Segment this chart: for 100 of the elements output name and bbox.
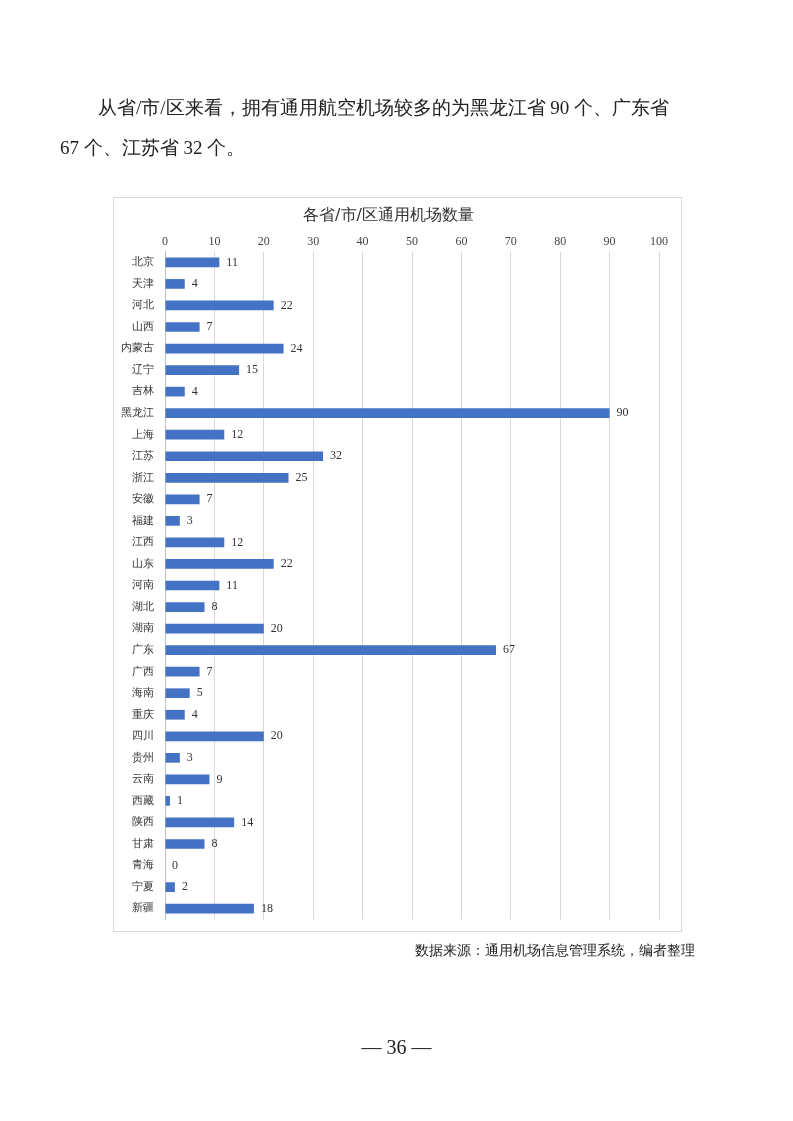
bar <box>165 451 324 462</box>
bar <box>165 602 205 612</box>
y-tick-label: 吉林 <box>132 384 154 398</box>
y-tick-label: 贵州 <box>132 750 154 764</box>
bar <box>165 796 170 806</box>
x-tick-label: 10 <box>208 233 221 248</box>
data-label: 18 <box>260 900 273 915</box>
y-tick-label: 海南 <box>132 686 154 700</box>
bar <box>165 257 220 268</box>
data-label: 4 <box>191 276 198 291</box>
y-tick-label: 宁夏 <box>132 879 154 893</box>
bar <box>165 429 225 440</box>
bar <box>165 300 274 311</box>
data-label: 8 <box>211 836 218 851</box>
x-tick-label: 60 <box>455 233 468 248</box>
bar <box>165 666 200 677</box>
y-tick-label: 安徽 <box>132 492 154 506</box>
y-tick-label: 广东 <box>132 642 154 656</box>
y-tick-label: 山东 <box>132 556 154 570</box>
bar <box>165 279 185 289</box>
bar <box>165 494 200 505</box>
bar <box>165 882 175 892</box>
y-tick-label: 湖南 <box>132 621 154 635</box>
bar <box>165 408 610 419</box>
data-label: 9 <box>216 771 223 786</box>
source-note: 数据来源：通用机场信息管理系统，编者整理 <box>415 942 695 960</box>
data-label: 1 <box>176 793 183 808</box>
data-label: 3 <box>186 513 193 528</box>
data-label: 25 <box>295 469 308 484</box>
data-label: 5 <box>196 685 203 700</box>
x-tick-label: 40 <box>356 233 369 248</box>
y-tick-label: 山西 <box>132 319 154 333</box>
x-tick-label: 50 <box>406 233 418 248</box>
bar <box>165 559 274 569</box>
y-tick-label: 云南 <box>132 772 154 786</box>
y-tick-label: 辽宁 <box>132 362 154 376</box>
y-tick-label: 广西 <box>132 664 154 678</box>
y-tick-label: 上海 <box>132 427 154 441</box>
data-label: 8 <box>211 599 218 614</box>
data-label: 90 <box>616 405 629 420</box>
bar <box>165 343 284 354</box>
y-tick-label: 河北 <box>132 298 154 312</box>
data-label: 12 <box>231 534 244 549</box>
bar <box>165 731 264 742</box>
data-label: 15 <box>246 362 259 377</box>
x-tick-label: 80 <box>554 233 567 248</box>
y-tick-label: 北京 <box>132 255 154 269</box>
y-tick-label: 浙江 <box>132 470 154 484</box>
bar <box>165 645 496 655</box>
y-tick-label: 甘肃 <box>132 836 154 850</box>
text: 从省/市/区来看，拥有通用航空机场较多的为黑龙江省 90 个、广东省 67 个、江苏省 32 个。 <box>60 96 671 160</box>
chart-title: 各省/市/区通用机场数量 <box>303 204 474 224</box>
y-tick-label: 陕西 <box>132 815 154 829</box>
data-label: 32 <box>330 448 343 463</box>
bar <box>165 623 264 634</box>
bar <box>165 752 180 763</box>
x-tick-label: 100 <box>650 233 668 248</box>
y-tick-label: 青海 <box>132 858 154 872</box>
y-tick-label: 湖北 <box>132 599 154 613</box>
data-label: 11 <box>226 577 238 592</box>
bar <box>165 688 190 699</box>
bar <box>165 472 289 483</box>
data-label: 2 <box>181 879 188 894</box>
y-tick-label: 内蒙古 <box>121 341 154 355</box>
bar <box>165 817 235 828</box>
data-label: 12 <box>231 426 244 441</box>
y-tick-label: 西藏 <box>132 793 154 807</box>
data-label: 11 <box>226 254 238 269</box>
x-tick-label: 70 <box>504 233 517 248</box>
bar <box>165 709 185 720</box>
x-tick-label: 30 <box>307 233 320 248</box>
bar <box>165 322 200 332</box>
y-tick-label: 新疆 <box>132 901 154 915</box>
data-label: 7 <box>206 663 213 678</box>
data-label: 0 <box>172 857 178 872</box>
y-tick-label: 黑龙江 <box>121 406 154 420</box>
data-label: 20 <box>270 620 283 635</box>
y-tick-label: 江西 <box>132 535 154 549</box>
bar <box>165 537 225 548</box>
text: — 36 — <box>360 1036 433 1059</box>
x-tick-label: 20 <box>257 233 270 248</box>
y-tick-label: 重庆 <box>132 707 154 721</box>
bar <box>165 386 185 397</box>
y-tick-label: 江苏 <box>132 449 154 463</box>
x-tick-label: 0 <box>162 233 168 248</box>
data-label: 3 <box>186 749 193 764</box>
data-label: 4 <box>191 706 198 721</box>
data-label: 67 <box>502 642 515 657</box>
data-label: 24 <box>290 340 303 355</box>
bar <box>165 580 220 591</box>
data-label: 4 <box>191 383 198 398</box>
y-tick-label: 福建 <box>132 513 154 527</box>
bar <box>165 365 240 375</box>
bar <box>165 903 254 914</box>
data-label: 22 <box>280 556 293 571</box>
x-tick-label: 90 <box>603 233 616 248</box>
data-label: 14 <box>241 814 254 829</box>
data-label: 20 <box>270 728 283 743</box>
data-label: 7 <box>206 319 213 334</box>
y-tick-label: 四川 <box>132 729 154 743</box>
